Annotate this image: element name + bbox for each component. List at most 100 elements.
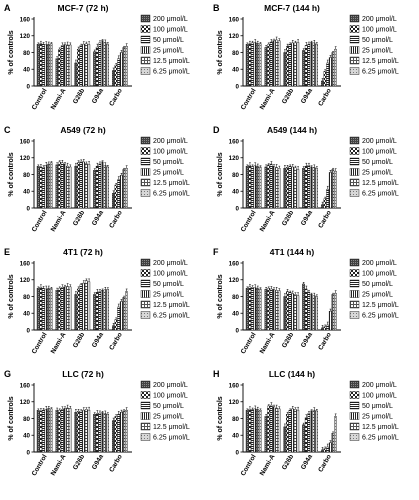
bar	[122, 297, 126, 331]
bar	[66, 407, 69, 453]
bar	[288, 43, 292, 87]
legend-label: 12.5 μmol/L	[362, 302, 399, 309]
bar	[117, 306, 120, 331]
legend-label: 100 μmol/L	[362, 149, 397, 156]
y-tick-label: 0	[236, 449, 240, 456]
bar	[293, 167, 297, 209]
bar	[60, 162, 64, 209]
bar	[283, 168, 287, 209]
x-tick-label: G94a	[91, 87, 105, 105]
bar	[95, 413, 99, 453]
bar	[296, 295, 300, 331]
bar	[323, 326, 327, 331]
bar	[42, 409, 45, 453]
bar	[117, 414, 120, 453]
y-tick-label: 120	[20, 277, 31, 284]
bar	[326, 62, 329, 87]
y-tick-label: 80	[232, 50, 239, 57]
legend-label: 25 μmol/L	[362, 292, 393, 299]
bar	[321, 327, 324, 331]
bar	[304, 165, 308, 209]
y-tick-label: 40	[232, 189, 239, 196]
legend-swatch	[349, 189, 360, 197]
bar	[84, 280, 88, 331]
bar	[74, 294, 78, 331]
bar	[328, 57, 332, 87]
legend-label: 200 μmol/L	[362, 260, 397, 267]
legend-label: 12.5 μmol/L	[362, 180, 399, 187]
legend-label: 200 μmol/L	[362, 138, 397, 145]
y-tick-label: 160	[229, 138, 240, 145]
bar	[39, 410, 43, 453]
legend-swatch	[140, 46, 151, 54]
y-axis-label: % of controls	[217, 274, 224, 318]
x-tick-label: Control	[240, 331, 258, 355]
bar	[87, 44, 91, 87]
bar	[302, 424, 305, 453]
legend-swatch	[140, 189, 151, 197]
bar	[39, 43, 43, 87]
y-axis-label: % of controls	[217, 152, 224, 196]
panel-letter: G	[4, 369, 11, 379]
bar	[256, 165, 259, 209]
legend-label: 50 μmol/L	[362, 281, 393, 288]
bar	[253, 408, 257, 453]
bar	[293, 42, 297, 87]
bar	[269, 41, 273, 87]
chart-title: MCF-7 (144 h)	[264, 3, 320, 13]
y-tick-label: 80	[23, 50, 30, 57]
bar	[42, 43, 45, 87]
bar	[125, 291, 128, 331]
panel-letter: D	[213, 125, 220, 135]
bar	[93, 51, 96, 87]
legend-label: 12.5 μmol/L	[362, 58, 399, 65]
bar	[114, 319, 118, 331]
bar	[63, 163, 67, 209]
bar	[60, 409, 64, 453]
bar	[283, 296, 287, 331]
bar	[272, 40, 276, 87]
bar	[331, 169, 335, 209]
bar	[302, 50, 305, 87]
bar	[315, 410, 318, 453]
x-tick-label: Carbo	[108, 210, 124, 230]
y-tick-label: 40	[232, 433, 239, 440]
legend-swatch	[349, 433, 360, 441]
x-tick-label: Control	[240, 87, 258, 111]
x-tick-label: Nami-A	[259, 209, 277, 233]
bar	[291, 166, 294, 209]
chart-title: MCF-7 (72 h)	[58, 3, 109, 13]
y-tick-label: 40	[23, 67, 30, 74]
bar	[253, 287, 257, 331]
bar	[296, 409, 300, 453]
x-tick-label: Nami-A	[259, 87, 277, 111]
legend-swatch	[349, 136, 360, 145]
legend-label: 50 μmol/L	[362, 159, 393, 166]
bar	[251, 42, 254, 87]
y-tick-label: 40	[23, 433, 30, 440]
legend-label: 12.5 μmol/L	[153, 180, 190, 187]
bar	[302, 283, 305, 331]
bar	[63, 286, 67, 331]
bar	[112, 193, 115, 209]
bar	[264, 47, 268, 87]
bar	[256, 287, 259, 331]
legend-label: 25 μmol/L	[362, 414, 393, 421]
bar	[66, 44, 69, 87]
panel-G: G LLC (72 h) % of controls 0 40 80 120 160 Contr…	[4, 369, 190, 477]
legend-swatch	[140, 56, 151, 65]
y-tick-label: 0	[27, 327, 31, 334]
legend-swatch	[349, 412, 360, 420]
legend-swatch	[349, 269, 360, 277]
bar	[36, 165, 40, 209]
legend-label: 6.25 μmol/L	[362, 191, 399, 198]
bar	[334, 292, 337, 331]
bar	[267, 287, 270, 331]
y-tick-label: 40	[232, 311, 239, 318]
bar	[79, 410, 83, 453]
legend-label: 6.25 μmol/L	[153, 313, 190, 320]
bar	[326, 188, 329, 209]
bar	[66, 286, 69, 331]
bar	[312, 295, 316, 331]
